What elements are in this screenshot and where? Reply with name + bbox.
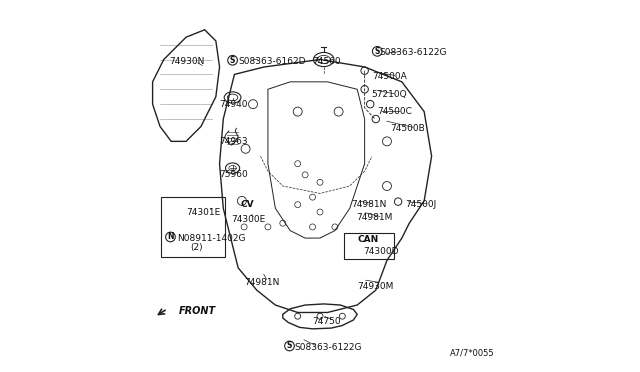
Text: 57210Q: 57210Q bbox=[371, 90, 407, 99]
Bar bbox=[344, 232, 394, 259]
Text: 74930M: 74930M bbox=[357, 282, 394, 291]
Text: 74500C: 74500C bbox=[378, 107, 413, 116]
Text: S08363-6162D: S08363-6162D bbox=[238, 57, 306, 66]
Text: 74301E: 74301E bbox=[186, 208, 220, 217]
Text: 74560: 74560 bbox=[312, 57, 340, 66]
Text: S: S bbox=[287, 341, 292, 350]
Text: 74500B: 74500B bbox=[390, 124, 426, 133]
Text: 74940: 74940 bbox=[220, 100, 248, 109]
Bar bbox=[161, 197, 225, 257]
Text: 74300D: 74300D bbox=[364, 247, 399, 256]
Text: FRONT: FRONT bbox=[179, 306, 216, 315]
Text: 74750: 74750 bbox=[312, 317, 340, 326]
Text: CV: CV bbox=[240, 200, 253, 209]
Text: S08363-6122G: S08363-6122G bbox=[294, 343, 362, 352]
Text: S: S bbox=[230, 56, 236, 65]
Text: 74981N: 74981N bbox=[351, 200, 387, 209]
Text: 74500A: 74500A bbox=[372, 72, 407, 81]
Text: 74300E: 74300E bbox=[231, 215, 265, 224]
Text: N08911-1402G: N08911-1402G bbox=[177, 234, 245, 243]
Text: 74981N: 74981N bbox=[244, 278, 279, 287]
Text: 74963: 74963 bbox=[220, 137, 248, 146]
Text: 74930N: 74930N bbox=[170, 57, 205, 66]
Text: N: N bbox=[167, 232, 173, 241]
Text: (2): (2) bbox=[190, 243, 202, 252]
Text: S08363-6122G: S08363-6122G bbox=[380, 48, 447, 57]
Text: 75960: 75960 bbox=[220, 170, 248, 179]
Text: A7/7*0055: A7/7*0055 bbox=[450, 348, 495, 357]
Text: S: S bbox=[374, 47, 380, 56]
Text: CAN: CAN bbox=[357, 235, 378, 244]
Text: 74500J: 74500J bbox=[406, 200, 437, 209]
Text: 74981M: 74981M bbox=[356, 213, 393, 222]
